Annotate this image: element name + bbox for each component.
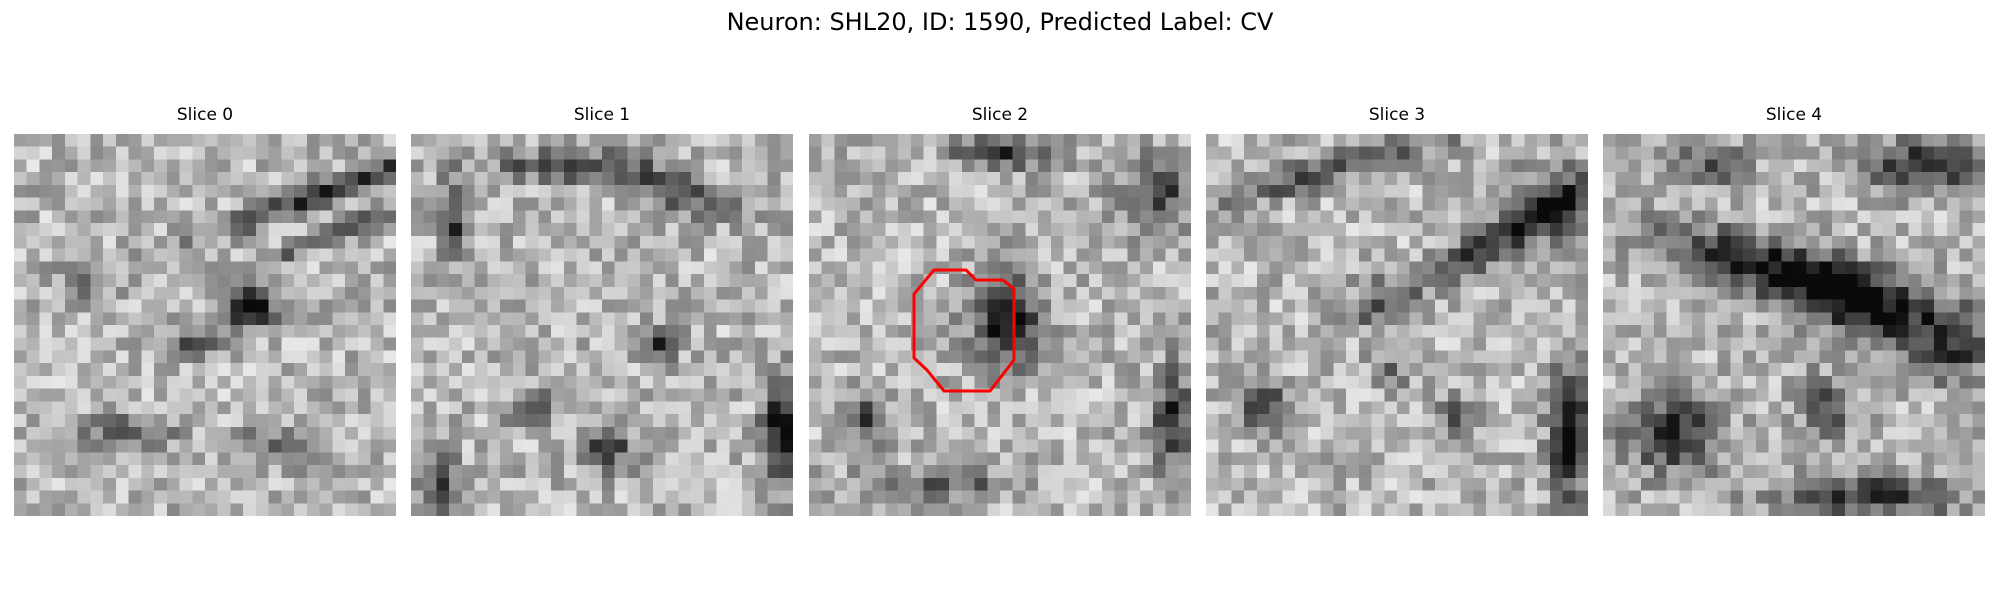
slice-panel-0: Slice 0 bbox=[14, 105, 396, 516]
slice-image-2 bbox=[809, 134, 1191, 516]
segmentation-contour bbox=[912, 268, 1016, 393]
figure-title: Neuron: SHL20, ID: 1590, Predicted Label… bbox=[726, 8, 1274, 36]
slice-image-0 bbox=[14, 134, 396, 516]
slice-image-1 bbox=[411, 134, 793, 516]
slice-title-1: Slice 1 bbox=[573, 105, 631, 125]
slice-title-2: Slice 2 bbox=[971, 105, 1029, 125]
slice-panel-2: Slice 2 bbox=[809, 105, 1191, 516]
slice-panel-3: Slice 3 bbox=[1206, 105, 1588, 516]
slice-panel-4: Slice 4 bbox=[1603, 105, 1985, 516]
slice-image-4 bbox=[1603, 134, 1985, 516]
slice-panel-1: Slice 1 bbox=[411, 105, 793, 516]
slice-title-3: Slice 3 bbox=[1368, 105, 1426, 125]
slice-title-0: Slice 0 bbox=[176, 105, 234, 125]
slice-title-4: Slice 4 bbox=[1765, 105, 1823, 125]
slice-image-3 bbox=[1206, 134, 1588, 516]
